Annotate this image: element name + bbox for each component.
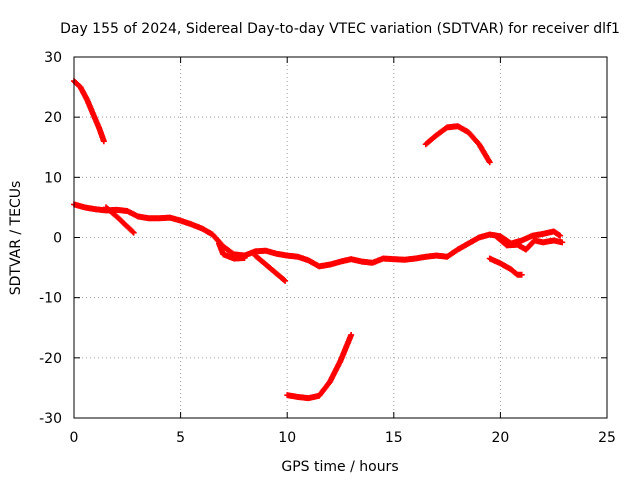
x-tick-label: 10 [278, 430, 296, 446]
series-arc-9 [493, 233, 566, 253]
data-point [559, 239, 566, 246]
series-arc-6 [284, 331, 355, 402]
data-point [348, 331, 355, 338]
chart-title: Day 155 of 2024, Sidereal Day-to-day VTE… [60, 21, 620, 37]
y-tick-label: 0 [53, 231, 62, 247]
data-point [282, 277, 289, 284]
data-layer [71, 78, 566, 402]
data-point [518, 271, 525, 278]
x-tick-label: 25 [598, 430, 616, 446]
data-point [486, 159, 493, 166]
y-axis-label: SDTVAR / TECUs [8, 181, 24, 296]
x-tick-label: 0 [70, 430, 79, 446]
y-tick-label: 30 [44, 50, 62, 66]
x-tick-label: 15 [385, 430, 403, 446]
series-arc-2 [71, 201, 564, 270]
series-arc-5 [252, 252, 289, 284]
data-point [557, 232, 564, 239]
x-tick-label: 20 [491, 430, 509, 446]
ticks-layer: 0 5 10 15 20 25 -30 -20 -10 0 10 20 30 [39, 50, 616, 446]
series-arc-7 [422, 123, 493, 166]
series-arc-4 [215, 240, 248, 262]
series-arc-8 [486, 255, 525, 278]
grid-layer [74, 57, 607, 418]
data-point [130, 229, 137, 236]
x-axis-label: GPS time / hours [281, 459, 398, 475]
data-point [100, 138, 107, 145]
data-point [281, 276, 288, 283]
data-point [129, 228, 136, 235]
x-tick-label: 5 [176, 430, 185, 446]
y-tick-label: 20 [44, 110, 62, 126]
y-tick-label: -20 [39, 351, 62, 367]
series-arc-1 [71, 78, 107, 145]
y-tick-label: -30 [39, 411, 62, 427]
series-arc-3 [102, 204, 137, 236]
data-point [241, 254, 248, 261]
y-tick-label: 10 [44, 170, 62, 186]
y-tick-label: -10 [39, 291, 62, 307]
